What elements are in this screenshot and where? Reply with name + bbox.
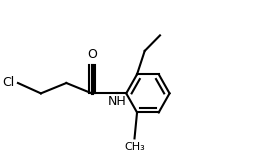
Text: Cl: Cl [2,77,14,89]
Text: NH: NH [108,95,127,108]
Text: O: O [87,48,97,61]
Text: CH₃: CH₃ [124,142,145,152]
